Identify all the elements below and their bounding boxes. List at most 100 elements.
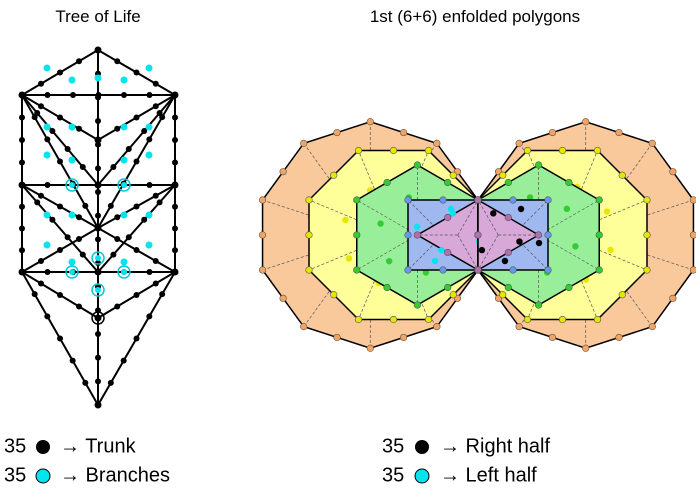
tree-of-life: [18, 46, 179, 409]
vertex-dot: [383, 178, 391, 187]
tree-dot: [38, 258, 44, 264]
vertex-dot: [535, 301, 543, 309]
tree-path: [97, 184, 176, 273]
tree-dot: [125, 146, 132, 152]
cyan-dot: [145, 151, 153, 159]
tree-dot: [141, 216, 148, 223]
vertex-dot: [615, 333, 623, 342]
cyan-dot: [68, 76, 76, 84]
tree-dot: [49, 216, 56, 223]
vertex-dot: [544, 231, 552, 239]
vertex-dot: [523, 315, 532, 324]
spoke: [477, 199, 499, 236]
sephirah: [94, 181, 102, 189]
vertex-dot: [279, 294, 287, 302]
vertex-dot: [399, 128, 408, 137]
vertex-dot: [300, 323, 308, 331]
cyan-dot: [120, 123, 128, 131]
tree-dot: [57, 203, 63, 210]
inner-dot: [431, 257, 439, 265]
spoke: [407, 199, 444, 236]
vertex-dot: [582, 118, 590, 126]
inner-dot: [526, 194, 534, 201]
cyan-dot: [68, 211, 76, 219]
tree-dot: [19, 247, 25, 254]
vertex-dot: [474, 266, 482, 274]
tree-dot: [57, 158, 63, 165]
vertex-dot: [669, 168, 677, 176]
tree-dot: [133, 292, 140, 298]
tree-dot: [133, 247, 140, 253]
cyan-dot: [120, 211, 128, 219]
inner-dot: [535, 239, 543, 247]
tree-dot: [76, 58, 82, 65]
inner-dot: [345, 255, 353, 262]
ring-dot: [121, 182, 127, 188]
vertex-dot: [330, 291, 338, 299]
inner-dot: [478, 246, 486, 254]
vertex-dot: [389, 315, 398, 324]
vertex-dot: [353, 266, 361, 274]
vertex-dot: [258, 196, 267, 204]
tree-dot: [146, 269, 153, 275]
spoke: [477, 234, 499, 271]
tree-dot: [31, 114, 38, 121]
tree-dot: [38, 280, 44, 287]
inner-dot: [422, 269, 430, 276]
vertex-dot: [305, 266, 313, 274]
tree-dot: [110, 251, 117, 258]
ring-dot: [95, 255, 101, 261]
inner-dot: [449, 210, 457, 217]
tree-dot: [95, 331, 101, 337]
tree-dot: [95, 118, 101, 124]
tree-dot: [125, 234, 132, 241]
tree-dot: [172, 137, 178, 143]
cyan-dot: [43, 151, 51, 159]
tree-dot: [44, 313, 51, 320]
tree-dot: [152, 80, 159, 87]
tree-dot: [70, 92, 76, 98]
tree-dot: [19, 114, 25, 121]
vertex-dot: [413, 301, 421, 309]
legend-dot: [35, 468, 51, 484]
tree-dot: [57, 292, 63, 298]
vertex-dot: [305, 231, 313, 239]
vertex-dot: [669, 294, 677, 302]
vertex-dot: [279, 168, 287, 176]
tree-dot: [159, 114, 166, 121]
tree-dot: [44, 92, 51, 98]
legend-dot: [415, 440, 429, 454]
tree-dot: [114, 125, 121, 132]
tree-dot: [95, 189, 101, 195]
cyan-dot: [145, 64, 153, 72]
sephirah: [94, 224, 102, 232]
inner-dot: [385, 257, 393, 265]
legend-count: 35: [382, 464, 404, 486]
tree-dot: [114, 303, 121, 310]
tree-dot: [95, 354, 101, 361]
tree-dot: [95, 236, 101, 243]
vertex-dot: [504, 283, 512, 292]
vertex-dot: [383, 283, 391, 292]
vertex-dot: [615, 128, 623, 137]
cyan-dot: [43, 123, 51, 131]
tree-dot: [172, 159, 178, 166]
tree-dot: [38, 192, 44, 199]
vertex-dot: [305, 196, 313, 204]
ring-dot: [121, 269, 127, 275]
vertex-dot: [333, 128, 341, 137]
tree-dot: [95, 141, 101, 148]
cyan-dot: [145, 123, 153, 131]
tree-dot: [133, 69, 140, 76]
vertex-dot: [689, 266, 696, 274]
vertex-dot: [535, 231, 543, 239]
vertex-dot: [366, 344, 374, 352]
sephirah: [171, 181, 179, 189]
tree-dot: [57, 114, 63, 121]
tree-dot: [57, 69, 63, 76]
legend-count: 35: [4, 435, 26, 457]
vertex-dot: [565, 283, 573, 292]
vertex-dot: [504, 248, 512, 257]
vertex-dot: [444, 283, 452, 292]
